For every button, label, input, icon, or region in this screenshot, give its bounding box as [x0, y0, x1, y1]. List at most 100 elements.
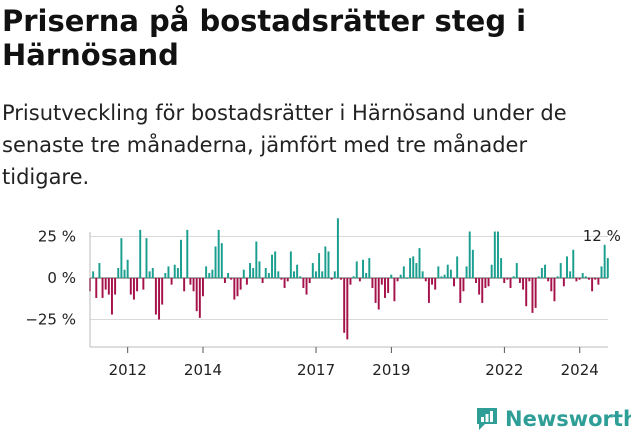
bar [158, 278, 161, 320]
x-tick-label: 2014 [184, 361, 222, 379]
bar [387, 278, 390, 293]
chart-title: Priserna på bostadsrätter steg i Härnösa… [2, 4, 527, 72]
bar [120, 238, 123, 278]
bar [528, 278, 531, 282]
brand-name: Newsworthy [505, 407, 631, 431]
bar [167, 266, 170, 278]
bar [437, 266, 440, 278]
bar [465, 266, 468, 278]
bar [180, 239, 182, 278]
bar [242, 269, 245, 278]
bar [302, 278, 305, 288]
bar [195, 278, 198, 312]
bar [239, 278, 242, 290]
bar [380, 278, 383, 285]
bar [537, 276, 540, 278]
bar [597, 278, 600, 285]
bar [343, 278, 346, 333]
bar [559, 263, 562, 278]
bar [493, 231, 496, 278]
bar [550, 278, 553, 292]
bar [336, 218, 339, 278]
bar [572, 249, 575, 278]
bar [198, 278, 201, 318]
y-tick-label: 25 % [38, 228, 76, 246]
bar [277, 271, 280, 278]
bar [104, 278, 107, 290]
axis-layer: 25 % 0 % −25 % 2012 2014 2017 2019 2022 2024 [25, 228, 608, 379]
bar [440, 276, 443, 278]
bar [581, 273, 584, 278]
bar [427, 278, 430, 303]
bar [525, 278, 528, 307]
bar [114, 278, 117, 295]
bar [390, 274, 393, 278]
bar [534, 278, 537, 308]
bar [352, 276, 355, 278]
bar [117, 268, 120, 278]
bar [368, 258, 371, 278]
bar [506, 278, 509, 280]
bar [490, 264, 493, 278]
bar [418, 248, 421, 278]
bar [123, 269, 126, 278]
bar [434, 278, 437, 290]
x-tick-label: 2019 [372, 361, 410, 379]
bar [355, 261, 358, 278]
bar [468, 231, 471, 278]
bar [318, 253, 321, 278]
bar [189, 278, 192, 285]
bar [522, 278, 525, 290]
x-tick-label: 2022 [485, 361, 523, 379]
bar [299, 276, 302, 278]
bar [274, 251, 277, 278]
bar [515, 263, 518, 278]
bar [286, 278, 289, 282]
bar [509, 278, 512, 288]
bar [314, 271, 317, 278]
bar [606, 258, 609, 278]
bar [293, 271, 295, 278]
bar [371, 278, 374, 288]
bar [562, 278, 565, 287]
bar [481, 278, 484, 303]
bar [500, 258, 503, 278]
bar [496, 231, 499, 278]
bar [107, 278, 110, 295]
bar [340, 278, 343, 280]
x-tick-label: 2024 [561, 361, 599, 379]
bar [296, 264, 299, 278]
bar [377, 278, 380, 310]
bar [512, 276, 515, 278]
bar [412, 256, 415, 278]
bar [453, 278, 455, 287]
bar [475, 278, 477, 283]
bar [591, 278, 594, 292]
bar [540, 268, 543, 278]
bar [110, 278, 113, 315]
bar [142, 278, 145, 290]
bar [305, 278, 308, 295]
bar [214, 246, 217, 278]
bar [584, 276, 587, 278]
bar [600, 266, 603, 278]
bar [151, 268, 154, 278]
bar [503, 278, 506, 283]
bar [456, 256, 459, 278]
y-tick-label: −25 % [25, 311, 76, 329]
bar [261, 278, 264, 283]
bar [603, 244, 606, 278]
bar [98, 263, 101, 278]
bar [566, 256, 568, 278]
newsworthy-logo-icon [477, 408, 497, 430]
bar [462, 278, 465, 292]
bar [399, 274, 402, 278]
bar [365, 273, 368, 278]
bar [211, 269, 214, 278]
bar [349, 278, 352, 285]
bar [471, 249, 474, 278]
bar [421, 271, 424, 278]
bar [173, 264, 176, 278]
bar [374, 278, 377, 303]
